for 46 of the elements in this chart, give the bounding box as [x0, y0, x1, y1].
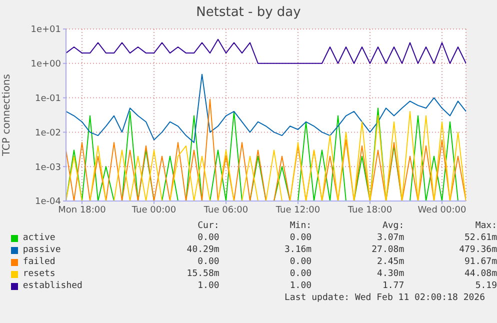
text: 5.19	[474, 280, 497, 292]
legend-label: active	[22, 232, 56, 244]
y-tick-label: 1e-02	[35, 128, 61, 138]
text: 91.67m	[463, 256, 497, 268]
text: 27.08m	[370, 244, 406, 256]
chart-title: Netstat - by day	[195, 5, 302, 20]
text: 52.61m	[463, 232, 497, 244]
y-tick-label: 1e-01	[35, 94, 61, 104]
text: Cur:	[196, 220, 220, 232]
text: 44.08m	[463, 268, 497, 280]
legend-label: passive	[22, 244, 62, 256]
text: 479.36m	[458, 244, 497, 256]
text: 40.29m	[186, 244, 220, 256]
text: Avg:	[381, 220, 406, 232]
text: 0.00	[288, 256, 313, 268]
text: Max:	[474, 220, 497, 232]
text: 0.00	[196, 256, 220, 268]
text: 3.07m	[376, 232, 406, 244]
y-tick-label: 1e-04	[35, 197, 62, 208]
x-tick-label: Tue 12:00	[274, 205, 320, 216]
text: 0.00	[196, 232, 220, 244]
x-tick-label: Tue 00:00	[130, 205, 176, 216]
text: 15.58m	[186, 268, 220, 280]
text: Last update: Wed Feb 11 02:00:18 2026	[284, 293, 485, 303]
line-series	[66, 74, 466, 144]
text: 0.00	[288, 268, 313, 280]
text: 3.16m	[283, 244, 313, 256]
text: 2.45m	[376, 256, 406, 268]
y-tick-label: 1e-03	[35, 162, 61, 173]
text: 1.77	[381, 280, 406, 292]
legend-label: resets	[22, 268, 56, 280]
x-tick-label: Tue 06:00	[202, 205, 248, 216]
y-axis-title: TCP connections	[2, 74, 13, 158]
text: 0.00	[288, 232, 313, 244]
text: Min:	[288, 220, 313, 232]
x-tick-label: Wed 00:00	[418, 205, 466, 216]
legend-label: failed	[22, 256, 56, 268]
x-tick-label: Tue 18:00	[346, 205, 392, 216]
y-tick-label: 1e+00	[30, 60, 62, 70]
y-tick-label: 1e+01	[30, 25, 61, 36]
text: 1.00	[288, 280, 313, 292]
x-tick-label: Mon 18:00	[58, 205, 106, 216]
text: 4.30m	[376, 268, 406, 280]
legend-label: established	[22, 280, 84, 292]
text: 1.00	[196, 280, 220, 292]
line-series	[66, 38, 466, 64]
